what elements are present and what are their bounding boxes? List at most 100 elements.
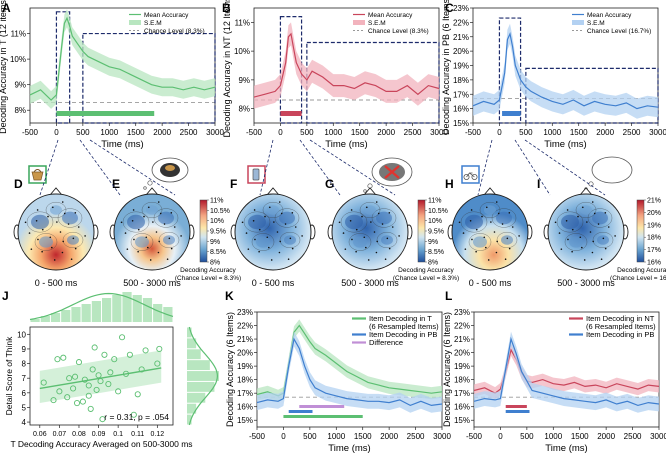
legend-label-l-1: (6 Resampled Items) <box>586 322 656 331</box>
ytick-label-k-1: 16% <box>237 403 253 412</box>
head-nose-f <box>266 187 280 196</box>
topo-blob-i-4 <box>580 205 592 215</box>
hist-top-bar-7 <box>102 298 112 322</box>
topo-blob-i-3 <box>597 235 609 245</box>
panel-letter-i: I <box>537 177 540 191</box>
topo-blob-e-4 <box>146 205 158 215</box>
series-line-l-1 <box>473 336 660 407</box>
scatter-point-0 <box>40 379 47 386</box>
phone-icon <box>247 165 266 184</box>
electrode-dot-h-5 <box>501 223 504 225</box>
electrode-dot-d-8 <box>72 237 75 240</box>
topomap-h: 0 - 500 ms <box>447 187 533 288</box>
electrode-dot-h-23 <box>495 201 498 203</box>
electrode-dot-g-17 <box>342 232 345 234</box>
electrode-dot-e-12 <box>131 219 134 222</box>
connector-lines <box>39 139 606 196</box>
electrode-dot-i-12 <box>565 219 568 222</box>
significance-bar-l-0 <box>505 405 527 408</box>
scatter-point-11 <box>79 398 86 405</box>
xtick-label-k-4: 1500 <box>354 432 372 441</box>
electrode-dot-d-9 <box>37 238 39 241</box>
hist-top-bar-3 <box>61 310 71 322</box>
legend-label-a-2: Chance Level (8.3%) <box>144 28 205 35</box>
electrode-dot-h-4 <box>475 228 478 231</box>
xtick-label-b-0: -500 <box>246 128 263 137</box>
window-box-a-0 <box>55 11 71 124</box>
electrode-dot-h-11 <box>495 251 498 254</box>
electrode-dot-f-19 <box>270 259 273 261</box>
xtick-label-c-1: 0 <box>497 128 502 137</box>
xtick-label-a-0: -500 <box>22 128 39 137</box>
scatter-point-20 <box>97 378 104 385</box>
electrode-dot-i-10 <box>593 212 596 215</box>
scatter-point-10 <box>75 359 83 366</box>
colorbar-gradient-cb-pb <box>636 199 645 263</box>
electrode-dot-h-2 <box>490 221 492 223</box>
ytick-label-c-3: 18% <box>453 76 469 85</box>
topo-contour-h-2 <box>468 233 492 251</box>
legend-label-k-2: Item Decoding in PB <box>369 330 437 339</box>
xtick-label-k-5: 2000 <box>380 432 398 441</box>
legend-label-b-1: S.E.M <box>368 20 386 27</box>
hist-right-bar-8 <box>187 414 192 425</box>
xtick-label-b-7: 3000 <box>430 128 448 137</box>
electrode-dot-f-12 <box>252 219 255 222</box>
electrode-dot-f-4 <box>258 228 261 231</box>
electrode-dot-h-15 <box>485 206 488 209</box>
chart-k-t-vs-pb: 15% 16% 17% 18% 19% 20% 21% 22% 23% -500 0 500 1000 1… <box>225 308 451 453</box>
xtick-label-k-3: 1000 <box>327 432 345 441</box>
electrode-dot-f-5 <box>284 223 287 225</box>
electrode-dot-e-11 <box>157 251 160 254</box>
panel-letter-e: E <box>112 177 120 191</box>
electrode-dot-e-19 <box>149 259 152 261</box>
panel-letter-h: H <box>445 177 454 191</box>
significance-bar-k-1 <box>288 410 313 413</box>
series-line-a-0 <box>29 16 216 101</box>
electrode-dot-h-25 <box>458 221 461 224</box>
electrode-dot-i-21 <box>614 235 616 237</box>
ytick-label-k-0: 15% <box>237 416 253 425</box>
electrode-dot-g-5 <box>381 223 384 225</box>
ytick-label-k-2: 17% <box>237 389 253 398</box>
topo-blob-g-3 <box>381 235 393 245</box>
colorbar-tick-cb-t-0: 11% <box>210 198 224 205</box>
colorbar-tick-cb-pb-0: 21% <box>647 198 661 205</box>
electrode-dot-i-25 <box>554 221 557 224</box>
electrode-dot-i-23 <box>591 201 594 203</box>
electrode-dot-h-20 <box>470 209 473 211</box>
electrode-dot-i-0 <box>589 231 592 233</box>
topo-contour-h-1 <box>491 208 517 228</box>
topo-blob-h-0 <box>465 214 483 230</box>
electrode-dot-i-2 <box>586 221 588 223</box>
electrode-dot-h-8 <box>506 237 509 240</box>
electrode-dot-h-10 <box>497 212 500 215</box>
legend-label-b-0: Mean Accuracy <box>368 12 413 19</box>
electrode-dot-d-3 <box>62 240 65 243</box>
scatter-point-16 <box>89 366 96 373</box>
topo-contour-h-0 <box>460 211 488 233</box>
electrode-dot-g-4 <box>355 228 358 231</box>
xtick-label-a-6: 2500 <box>180 128 198 137</box>
topo-blob-h-3 <box>501 235 513 245</box>
electrode-dot-h-3 <box>496 240 499 243</box>
series-line-b-0 <box>253 32 440 98</box>
panel-letters: A B C D E F G H I J K L <box>2 1 540 303</box>
electrode-dot-g-25 <box>338 221 341 224</box>
topo-blob-h-4 <box>484 205 496 215</box>
ytick-label-l-2: 17% <box>454 389 470 398</box>
topomap-d: 0 - 500 ms <box>13 187 99 288</box>
ylabel-b: Decoding Accuracy in NT (12 Items) <box>222 0 232 137</box>
chart-l-nt-vs-pb: 15% 16% 17% 18% 19% 20% 21% 22% 23% -500 0 500 1000 1… <box>442 308 666 453</box>
xtick-label-a-5: 2000 <box>153 128 171 137</box>
colorbar-tick-cb-pb-3: 18% <box>647 235 661 242</box>
ytick-label-l-6: 21% <box>454 335 470 344</box>
colorbar-gradient-cb-nt <box>417 199 426 263</box>
electrode-dot-h-22 <box>464 248 467 250</box>
ytick-label-l-7: 22% <box>454 322 470 331</box>
colorbar-chance-cb-t: (Chance Level = 8.3%) <box>175 275 241 282</box>
topomap-time-label-h: 0 - 500 ms <box>469 278 512 288</box>
topo-contour-d-4 <box>45 201 67 218</box>
electrode-dot-g-9 <box>351 238 353 241</box>
colorbar-tick-cb-nt-2: 10% <box>428 218 442 225</box>
